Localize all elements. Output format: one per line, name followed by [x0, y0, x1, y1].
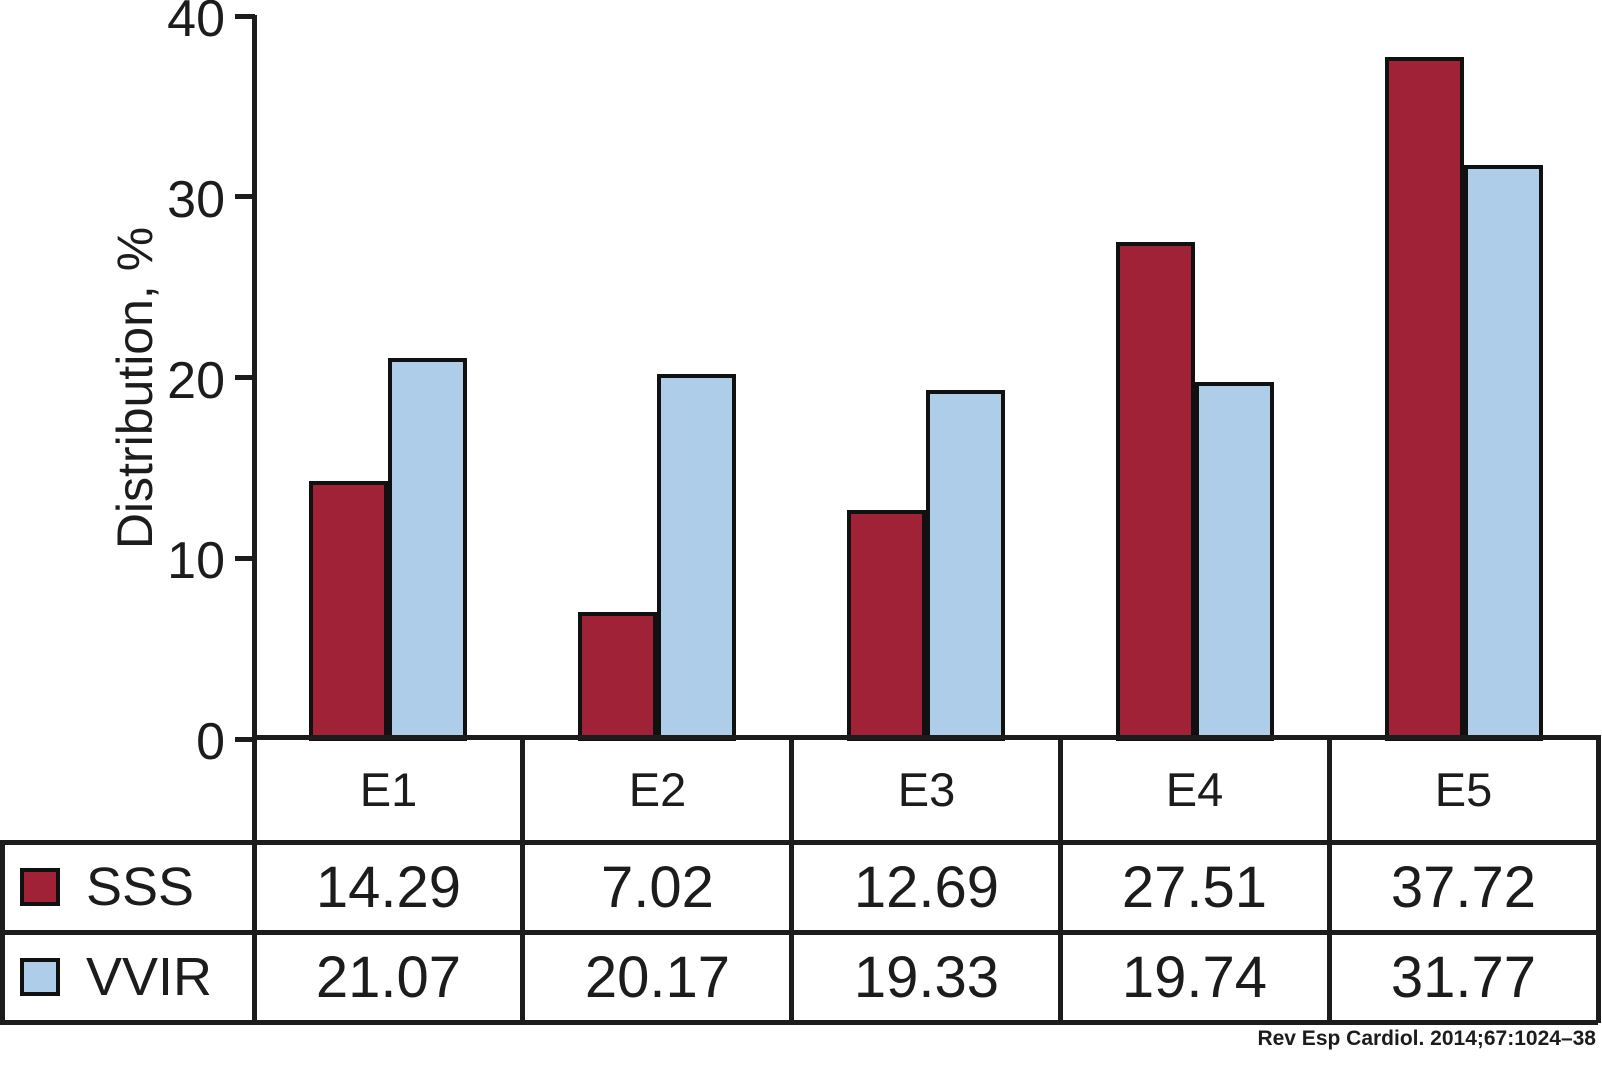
value-cell-vvir-e2: 20.17 — [527, 936, 788, 1018]
citation: Rev Esp Cardiol. 2014;67:1024–38 — [1257, 1027, 1596, 1050]
category-header-cell-e2: E2 — [527, 741, 788, 838]
legend-label-sss: SSS — [86, 857, 195, 917]
table-row-border-2 — [0, 930, 1598, 935]
table-col-border-2 — [789, 737, 794, 1022]
y-tick — [235, 375, 255, 380]
table-bottom-border — [0, 1020, 1598, 1025]
legend-cell-sss: SSS — [6, 846, 250, 928]
table-row-border-1 — [0, 840, 1598, 845]
y-tick — [235, 14, 255, 19]
y-axis-line — [252, 15, 257, 1022]
legend-label-vvir: VVIR — [86, 947, 213, 1007]
table-left-border — [0, 842, 5, 1022]
table-col-border-4 — [1327, 737, 1332, 1022]
table-col-border-1 — [520, 737, 525, 1022]
y-tick-label: 30 — [167, 171, 225, 229]
legend-swatch-sss-icon — [20, 868, 60, 906]
bar-sss-e2 — [578, 612, 657, 742]
y-tick-label: 10 — [167, 532, 225, 590]
bar-vvir-e2 — [657, 374, 736, 742]
value-cell-vvir-e1: 21.07 — [258, 936, 519, 1018]
bar-vvir-e5 — [1464, 165, 1543, 742]
value-cell-sss-e1: 14.29 — [258, 846, 519, 928]
legend-cell-vvir: VVIR — [6, 936, 250, 1018]
bar-sss-e5 — [1385, 57, 1464, 742]
category-header-cell-e1: E1 — [258, 741, 519, 838]
category-header-cell-e4: E4 — [1064, 741, 1325, 838]
category-header-cell-e3: E3 — [796, 741, 1057, 838]
bar-vvir-e1 — [388, 358, 467, 742]
legend-swatch-vvir-icon — [20, 958, 60, 996]
bar-sss-e1 — [309, 481, 388, 742]
y-tick-label: 40 — [167, 0, 225, 48]
y-tick — [235, 194, 255, 199]
value-cell-vvir-e4: 19.74 — [1064, 936, 1325, 1018]
y-tick-label: 20 — [167, 352, 225, 410]
y-tick-label: 0 — [196, 713, 225, 771]
y-tick — [235, 737, 255, 742]
value-cell-sss-e2: 7.02 — [527, 846, 788, 928]
value-cell-vvir-e5: 31.77 — [1333, 936, 1594, 1018]
x-axis-line — [252, 735, 1599, 740]
value-cell-sss-e5: 37.72 — [1333, 846, 1594, 928]
y-tick — [235, 556, 255, 561]
category-header-cell-e5: E5 — [1333, 741, 1594, 838]
bar-sss-e3 — [847, 510, 926, 742]
value-cell-vvir-e3: 19.33 — [796, 936, 1057, 1018]
bar-vvir-e3 — [926, 390, 1005, 742]
value-cell-sss-e3: 12.69 — [796, 846, 1057, 928]
bar-vvir-e4 — [1195, 382, 1274, 742]
value-cell-sss-e4: 27.51 — [1064, 846, 1325, 928]
table-col-border-3 — [1058, 737, 1063, 1022]
bar-sss-e4 — [1116, 242, 1195, 742]
table-right-border — [1596, 735, 1601, 1023]
